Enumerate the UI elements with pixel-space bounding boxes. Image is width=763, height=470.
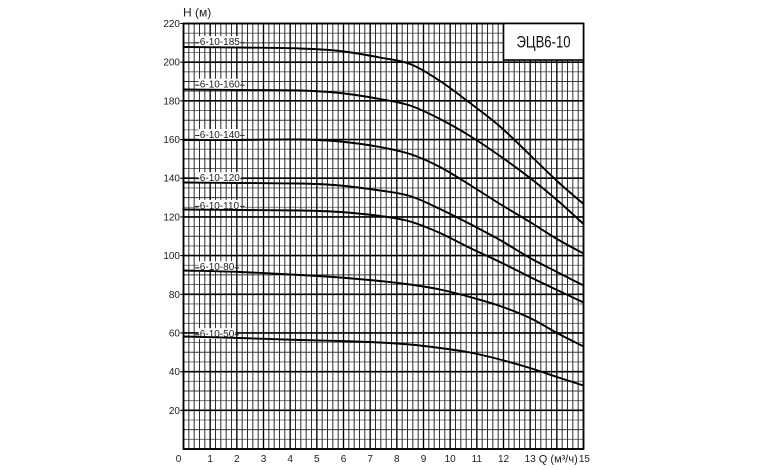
svg-text:Q (м³/ч): Q (м³/ч) — [539, 453, 578, 465]
svg-text:6-10-110: 6-10-110 — [200, 201, 240, 212]
svg-text:200: 200 — [163, 58, 180, 69]
svg-text:15: 15 — [579, 454, 591, 465]
svg-text:100: 100 — [163, 251, 180, 262]
svg-text:4: 4 — [287, 454, 293, 465]
svg-text:6-10-80: 6-10-80 — [200, 262, 235, 273]
svg-text:6-10-50: 6-10-50 — [200, 329, 235, 340]
svg-text:60: 60 — [169, 329, 181, 340]
svg-text:140: 140 — [163, 174, 180, 185]
svg-text:80: 80 — [169, 290, 181, 301]
svg-text:13: 13 — [525, 454, 537, 465]
svg-text:220: 220 — [163, 19, 180, 30]
svg-text:40: 40 — [169, 367, 181, 378]
svg-text:120: 120 — [163, 212, 180, 223]
svg-text:8: 8 — [394, 454, 400, 465]
svg-text:160: 160 — [163, 135, 180, 146]
svg-text:7: 7 — [367, 454, 373, 465]
svg-text:0: 0 — [176, 454, 182, 465]
svg-text:3: 3 — [261, 454, 267, 465]
svg-text:10: 10 — [445, 454, 457, 465]
svg-text:11: 11 — [472, 454, 483, 465]
svg-text:6: 6 — [341, 454, 347, 465]
svg-text:ЭЦВ6-10: ЭЦВ6-10 — [517, 33, 571, 52]
svg-text:1: 1 — [207, 454, 213, 465]
svg-text:9: 9 — [421, 454, 427, 465]
svg-text:6-10-160: 6-10-160 — [200, 80, 240, 91]
svg-text:180: 180 — [163, 96, 180, 107]
svg-text:2: 2 — [234, 454, 240, 465]
svg-text:6-10-185: 6-10-185 — [200, 37, 240, 48]
svg-text:5: 5 — [314, 454, 320, 465]
svg-text:12: 12 — [498, 454, 510, 465]
svg-text:6-10-120: 6-10-120 — [200, 173, 240, 184]
svg-text:20: 20 — [169, 406, 181, 417]
svg-text:H (м): H (м) — [183, 6, 211, 20]
svg-text:6-10-140: 6-10-140 — [200, 130, 240, 141]
